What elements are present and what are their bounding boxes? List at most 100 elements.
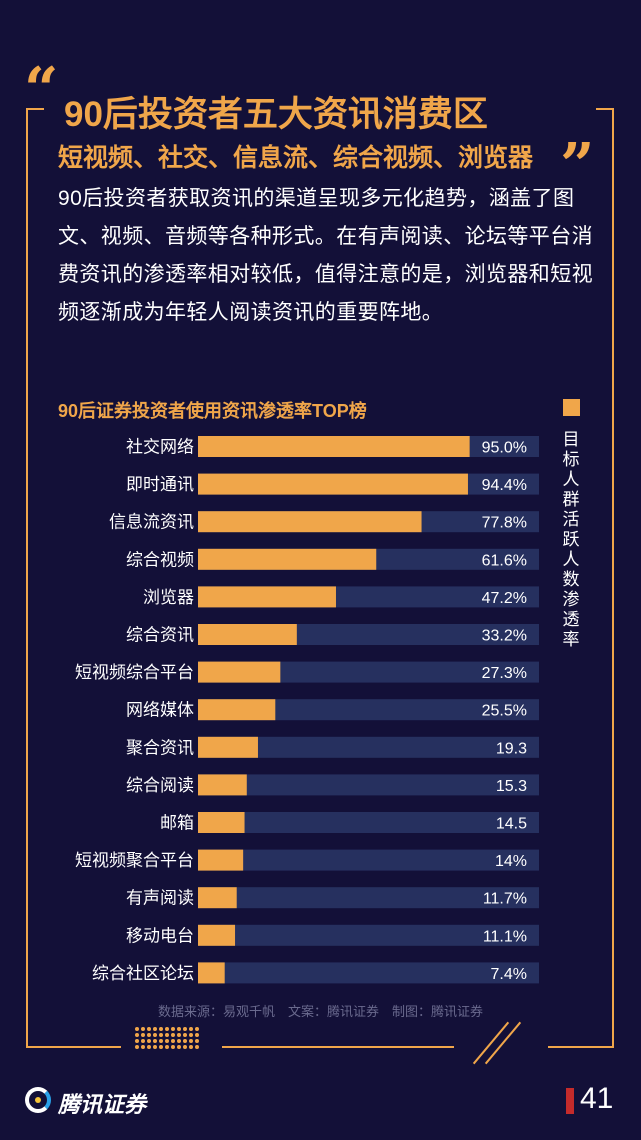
- open-quote-icon: “: [24, 55, 59, 125]
- frame-bottom-left: [26, 1046, 121, 1048]
- legend-label: 目标人群活跃人数渗透率: [562, 430, 580, 649]
- bar-track: [198, 962, 539, 984]
- dot: [183, 1039, 187, 1043]
- dot: [153, 1039, 157, 1043]
- category-label: 信息流资讯: [109, 513, 194, 532]
- dot: [183, 1045, 187, 1049]
- dot: [147, 1045, 151, 1049]
- category-label: 即时通讯: [126, 475, 194, 494]
- frame-left-tick: [26, 108, 44, 110]
- dot-grid-decoration: [135, 1027, 199, 1049]
- intro-paragraph: 90后投资者获取资讯的渠道呈现多元化趋势，涵盖了图文、视频、音频等各种形式。在有…: [58, 187, 593, 324]
- dot: [171, 1045, 175, 1049]
- dot: [153, 1027, 157, 1031]
- category-label: 邮箱: [160, 814, 194, 833]
- tencent-logo-icon: [25, 1087, 51, 1113]
- dot: [153, 1033, 157, 1037]
- page-number: 41: [580, 1082, 614, 1115]
- bar: [198, 511, 422, 533]
- page-title: 90后投资者五大资讯消费区: [64, 95, 488, 134]
- dot: [135, 1033, 139, 1037]
- bar: [198, 812, 245, 833]
- dot: [147, 1033, 151, 1037]
- dot: [153, 1045, 157, 1049]
- dot: [171, 1039, 175, 1043]
- page-marker: [566, 1088, 574, 1114]
- dot: [195, 1045, 199, 1049]
- frame-bottom-right: [548, 1046, 614, 1048]
- value-label: 25.5%: [482, 703, 527, 720]
- bar-track: [198, 849, 539, 871]
- category-label: 综合社区论坛: [92, 964, 194, 983]
- dot: [159, 1027, 163, 1031]
- dot: [189, 1039, 193, 1043]
- dot: [195, 1027, 199, 1031]
- category-label: 综合阅读: [126, 776, 194, 795]
- bar-track: [198, 736, 539, 758]
- dot: [159, 1045, 163, 1049]
- dot: [135, 1027, 139, 1031]
- dot: [141, 1039, 145, 1043]
- dot: [183, 1027, 187, 1031]
- dot: [177, 1045, 181, 1049]
- bar: [198, 624, 297, 645]
- bar-track: [198, 661, 539, 683]
- dot: [141, 1033, 145, 1037]
- source-note: 数据来源：易观千帆 文案：腾讯证券 制图：腾讯证券: [157, 1004, 483, 1019]
- bar: [198, 436, 470, 457]
- bar: [198, 699, 276, 721]
- bar: [198, 473, 468, 495]
- value-label: 14%: [495, 853, 527, 870]
- dot: [165, 1045, 169, 1049]
- value-label: 33.2%: [482, 628, 527, 645]
- dot: [171, 1033, 175, 1037]
- bar-track: [198, 887, 539, 909]
- dot: [183, 1033, 187, 1037]
- dot: [141, 1045, 145, 1049]
- chart-title: 90后证券投资者使用资讯渗透率TOP榜: [58, 401, 367, 421]
- category-label: 社交网络: [126, 438, 194, 457]
- value-label: 7.4%: [491, 966, 527, 983]
- bar: [198, 661, 281, 683]
- page-subtitle: 短视频、社交、信息流、综合视频、浏览器: [58, 144, 534, 172]
- frame-left-top: [26, 108, 28, 1048]
- frame-right: [612, 108, 614, 1048]
- bar: [198, 774, 247, 796]
- category-label: 移动电台: [126, 926, 194, 945]
- value-label: 27.3%: [482, 665, 527, 682]
- close-quote-icon: ”: [560, 131, 595, 201]
- bar: [198, 736, 258, 758]
- dot: [159, 1033, 163, 1037]
- dot: [189, 1027, 193, 1031]
- dot: [189, 1033, 193, 1037]
- frame-right-tick: [596, 108, 614, 110]
- dot: [195, 1039, 199, 1043]
- dot: [159, 1039, 163, 1043]
- category-label: 网络媒体: [126, 701, 194, 720]
- dot: [177, 1027, 181, 1031]
- category-label: 浏览器: [143, 588, 194, 607]
- dot: [165, 1027, 169, 1031]
- dot: [135, 1039, 139, 1043]
- dot: [177, 1039, 181, 1043]
- bar: [198, 586, 336, 608]
- dot: [195, 1033, 199, 1037]
- category-label: 有声阅读: [126, 889, 194, 908]
- bar: [198, 849, 244, 871]
- dot: [165, 1039, 169, 1043]
- bar-track: [198, 699, 539, 721]
- brand-name: 腾讯证券: [58, 1092, 147, 1117]
- bar-track: [198, 812, 539, 833]
- value-label: 77.8%: [482, 515, 527, 532]
- category-label: 综合视频: [126, 550, 194, 569]
- dot: [165, 1033, 169, 1037]
- category-label: 聚合资讯: [126, 738, 194, 757]
- dot: [135, 1045, 139, 1049]
- legend-swatch: [563, 399, 580, 416]
- value-label: 47.2%: [482, 590, 527, 607]
- bar: [198, 548, 377, 570]
- dot: [141, 1027, 145, 1031]
- category-label: 短视频综合平台: [75, 663, 194, 682]
- value-label: 19.3: [496, 740, 527, 757]
- value-label: 11.7%: [483, 891, 527, 908]
